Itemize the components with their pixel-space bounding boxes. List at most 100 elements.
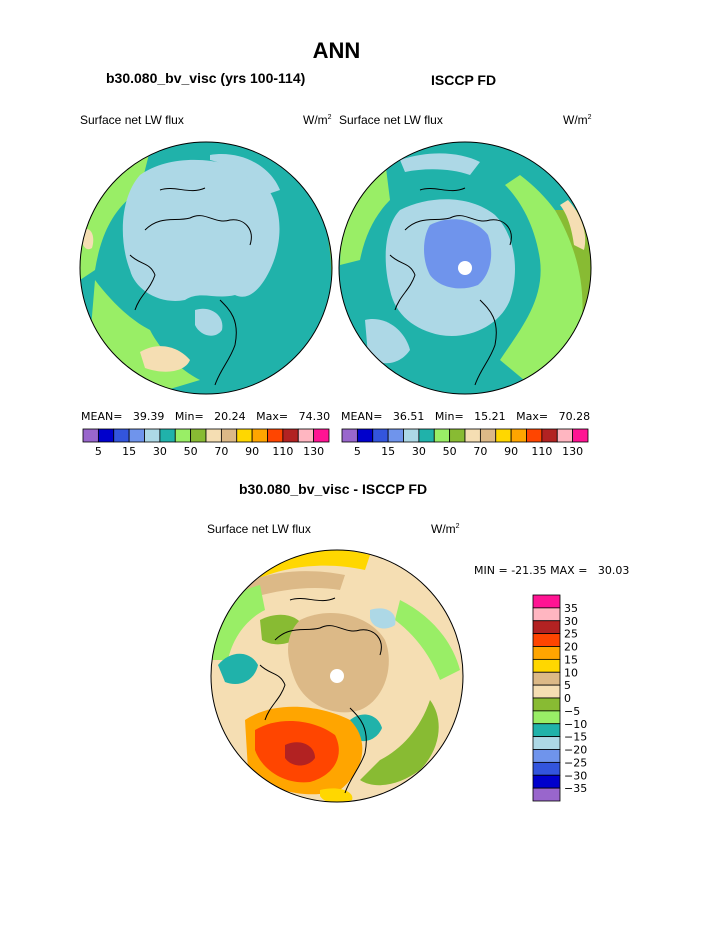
cb0-tick-label: 50 — [184, 445, 198, 458]
model-field-region-lightblue-core — [122, 159, 280, 301]
diff-field-region-darkred-s — [285, 742, 315, 766]
model-map-outline — [79, 141, 333, 395]
cb0-swatch — [97, 428, 115, 443]
cb0-swatch — [144, 428, 161, 443]
model-colorbar: 5 15 30 50 70 90 110 130 — [82, 428, 330, 458]
diff-field-region-lightblue-ne — [370, 608, 396, 629]
model-variable-label: Surface net LW flux — [80, 113, 184, 127]
cb0-swatch — [251, 428, 268, 443]
cb2-tick-label: 5 — [564, 679, 571, 692]
cb1-tick-label: 90 — [504, 445, 518, 458]
obs-map-outline — [338, 141, 592, 395]
cb2-swatch — [532, 658, 561, 673]
diff-field-region-yellow-s — [320, 788, 353, 802]
diff-units-label: W/m2 — [431, 522, 460, 536]
cb1-swatch — [341, 428, 358, 443]
cb2-swatch — [532, 684, 561, 699]
cb2-tick-label: −30 — [564, 769, 587, 782]
cb1-swatch — [556, 428, 574, 443]
cb2-tick-label: 25 — [564, 628, 578, 641]
cb1-swatch — [541, 428, 558, 443]
cb0-swatch — [128, 428, 145, 443]
obs-units-label: W/m2 — [563, 113, 592, 127]
obs-field-region-green-e — [500, 175, 585, 385]
cb2-swatch — [532, 761, 561, 776]
cb1-swatch — [372, 428, 389, 443]
cb2-tick-label: 15 — [564, 653, 578, 666]
model-case-title: b30.080_bv_visc (yrs 100-114) — [106, 70, 306, 86]
cb0-tick-label: 110 — [272, 445, 293, 458]
cb0-swatch — [297, 428, 315, 443]
cb2-swatch — [532, 697, 561, 712]
cb1-swatch — [403, 428, 420, 443]
cb1-swatch — [526, 428, 543, 443]
cb2-tick-label: −25 — [564, 756, 587, 769]
cb2-tick-label: 0 — [564, 692, 571, 705]
model-field-region-lightblue-s — [195, 308, 223, 336]
cb1-swatch — [495, 428, 512, 443]
cb2-swatch — [532, 671, 561, 686]
cb1-swatch — [464, 428, 481, 443]
cb1-swatch — [387, 428, 404, 443]
diff-field-region-tan-core — [288, 612, 389, 713]
diff-field-region-olive-e — [360, 700, 439, 786]
diff-field-region-green-e — [395, 600, 460, 680]
cb2-swatch — [532, 787, 561, 802]
cb2-swatch — [532, 723, 561, 738]
cb1-swatch — [510, 428, 527, 443]
obs-field-region-blue-core — [424, 219, 492, 289]
cb1-swatch — [572, 428, 589, 443]
obs-variable-label: Surface net LW flux — [339, 113, 443, 127]
cb2-tick-label: −10 — [564, 718, 587, 731]
obs-field-region-green-w — [340, 160, 390, 265]
cb2-swatch — [532, 646, 561, 660]
cb1-tick-label: 70 — [473, 445, 487, 458]
cb2-swatch — [532, 736, 561, 750]
diff-pole-missing — [330, 669, 344, 683]
cb0-tick-label: 15 — [122, 445, 136, 458]
cb2-tick-label: 10 — [564, 666, 578, 679]
cb0-tick-label: 130 — [303, 445, 324, 458]
cb0-swatch — [282, 428, 299, 443]
cb2-swatch — [532, 594, 561, 609]
cb1-swatch — [433, 428, 451, 443]
cb0-swatch — [113, 428, 130, 443]
cb0-swatch — [82, 428, 99, 443]
obs-coastlines — [389, 187, 512, 386]
cb2-tick-label: 35 — [564, 602, 578, 615]
obs-case-title: ISCCP FD — [431, 72, 497, 88]
diff-field-region-tan-n — [240, 571, 345, 600]
cb1-swatch — [418, 428, 435, 443]
cb2-tick-label: 20 — [564, 641, 578, 654]
cb0-swatch — [205, 428, 222, 443]
obs-map — [339, 142, 591, 394]
cb2-tick-label: −15 — [564, 731, 587, 744]
cb1-tick-label: 5 — [354, 445, 361, 458]
cb0-swatch — [174, 428, 192, 443]
obs-pole-missing — [458, 261, 472, 275]
cb2-tick-label: 30 — [564, 615, 578, 628]
diff-stats: MIN = -21.35 MAX = 30.03 — [474, 564, 630, 577]
obs-field-region-lightblue-sw — [365, 319, 410, 364]
cb0-swatch — [313, 428, 330, 443]
cb2-swatch — [532, 620, 561, 635]
diff-coastlines — [259, 597, 382, 794]
cb1-swatch — [356, 428, 374, 443]
obs-field-region-lightblue-n — [400, 153, 480, 175]
model-coastlines — [129, 187, 252, 386]
model-stats: MEAN= 39.39 Min= 20.24 Max= 74.30 — [81, 410, 331, 423]
model-field-region-lightblue-ne — [210, 154, 280, 195]
model-field-region-tan-s — [140, 346, 190, 372]
figure-title: ANN — [312, 38, 361, 63]
cb0-swatch — [236, 428, 253, 443]
obs-stats: MEAN= 36.51 Min= 15.21 Max= 70.28 — [341, 410, 591, 423]
diff-field-region-green-w — [212, 585, 265, 660]
cb2-swatch — [532, 710, 561, 725]
cb1-tick-label: 110 — [531, 445, 552, 458]
cb2-swatch — [532, 633, 561, 647]
obs-field-region-tan-e — [560, 200, 586, 250]
cb1-tick-label: 15 — [381, 445, 395, 458]
cb0-swatch — [220, 428, 238, 443]
